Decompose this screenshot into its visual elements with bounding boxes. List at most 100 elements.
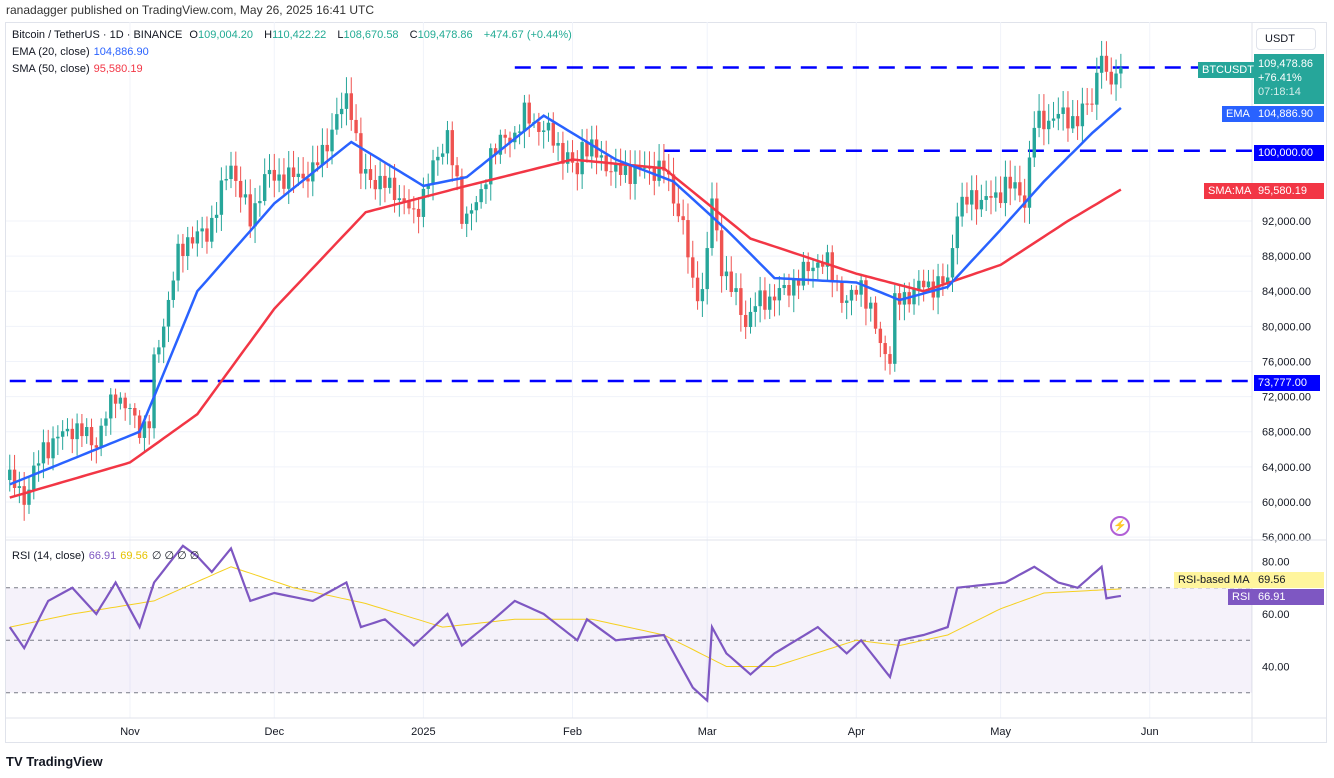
candle-body (1027, 157, 1032, 208)
candle-body (80, 423, 84, 437)
time-tick-label: May (990, 726, 1011, 738)
candle-body (181, 243, 185, 257)
candle-body (104, 418, 108, 426)
candle-body (998, 192, 1003, 204)
symbol-title[interactable]: Bitcoin / TetherUS · 1D · BINANCE (12, 29, 183, 41)
price-tick-label: 92,000.00 (1262, 216, 1311, 228)
candle-body (147, 421, 151, 429)
candle-body (638, 166, 642, 169)
candle-body (1114, 73, 1118, 85)
candle-body (503, 134, 507, 138)
symbol-legend: Bitcoin / TetherUS · 1D · BINANCE O109,0… (12, 29, 576, 41)
candle-body (277, 174, 281, 181)
candle-body (161, 326, 166, 348)
candle-body (888, 354, 892, 364)
candle-body (1104, 55, 1109, 72)
candle-body (354, 119, 358, 134)
change-value: +474.67 (+0.44%) (483, 29, 572, 41)
candle-body (878, 328, 883, 344)
candle-body (748, 311, 753, 328)
candle-body (994, 192, 998, 198)
candle-body (743, 314, 748, 328)
candle-body (1047, 120, 1051, 130)
candle-body (609, 171, 613, 173)
candle-body (676, 203, 681, 217)
high-value: 110,422.22 (272, 29, 327, 41)
candle-body (484, 184, 488, 190)
candle-body (282, 174, 286, 189)
percent-change: +76.41% (1258, 72, 1302, 84)
candle-body (65, 428, 70, 432)
candle-body (647, 167, 652, 169)
candle-body (195, 231, 200, 244)
price-tick-label: 88,000.00 (1262, 251, 1311, 263)
price-tick-label: 68,000.00 (1262, 427, 1311, 439)
rsi-line (8, 544, 1122, 703)
candle-body (820, 262, 825, 267)
candle-body (469, 210, 474, 214)
rsi-tag: RSI (1228, 589, 1255, 605)
lightning-icon[interactable]: ⚡ (1110, 516, 1130, 536)
candle-body (474, 202, 479, 211)
candle-body (128, 408, 132, 410)
time-tick-label: Apr (848, 726, 865, 738)
candle-body (1008, 176, 1012, 189)
candle-body (186, 237, 190, 257)
price-tick-label: 72,000.00 (1262, 392, 1311, 404)
candle-body (287, 167, 291, 189)
rsi-label: RSI (14, close) (12, 550, 85, 562)
candle-body (330, 129, 334, 152)
candle-body (70, 428, 74, 440)
candle-body (618, 163, 623, 175)
candle-body (224, 178, 228, 181)
currency-button[interactable]: USDT (1256, 28, 1316, 50)
ema-label: EMA (20, close) (12, 46, 90, 58)
candle-body (681, 216, 685, 221)
ema-line (9, 106, 1122, 486)
candle-body (806, 261, 810, 272)
logo-icon: TV (6, 754, 27, 769)
sma-legend[interactable]: SMA (50, close) 95,580.19 (12, 63, 147, 75)
candle-body (32, 465, 36, 490)
candle-body (984, 196, 988, 200)
candle-body (109, 394, 113, 419)
candle-body (1013, 182, 1017, 189)
candle-body (1071, 116, 1075, 129)
time-tick-label: Nov (120, 726, 140, 738)
candle-body (1066, 107, 1070, 129)
candle-body (479, 189, 483, 203)
candle-body (489, 148, 493, 185)
candle-body (320, 144, 325, 166)
rsi-extra-values: ∅ ∅ ∅ ∅ (151, 550, 200, 562)
candle-body (719, 230, 724, 277)
candle-body (801, 261, 806, 286)
candle-body (517, 131, 522, 133)
candle-body (917, 280, 921, 290)
candle-body (854, 289, 859, 295)
candle-body (556, 142, 560, 146)
rsi-legend[interactable]: RSI (14, close) 66.91 69.56 ∅ ∅ ∅ ∅ (12, 549, 203, 562)
ema-legend[interactable]: EMA (20, close) 104,886.90 (12, 46, 153, 58)
candle-body (1042, 110, 1046, 130)
candle-body (94, 445, 99, 448)
price-tick-label: 76,000.00 (1262, 356, 1311, 368)
time-tick-label: 2025 (411, 726, 435, 738)
candle-body (710, 198, 714, 249)
candle-body (306, 178, 310, 182)
ema-tag: EMA (1222, 106, 1254, 122)
footer-brand: TradingView (26, 754, 103, 769)
candle-body (325, 144, 329, 152)
candle-body (171, 280, 175, 300)
candle-body (426, 184, 430, 189)
rsi-ma-line (9, 566, 1121, 667)
ema-value: 104,886.90 (93, 46, 149, 58)
candle-body (768, 296, 772, 310)
candle-body (840, 282, 844, 303)
low-value: 108,670.58 (343, 29, 399, 41)
candle-body (142, 421, 147, 438)
price-tick-label: 56,000.00 (1262, 532, 1311, 544)
candle-body (344, 93, 349, 109)
candle-body (234, 165, 238, 181)
bar-countdown: 07:18:14 (1258, 86, 1301, 98)
